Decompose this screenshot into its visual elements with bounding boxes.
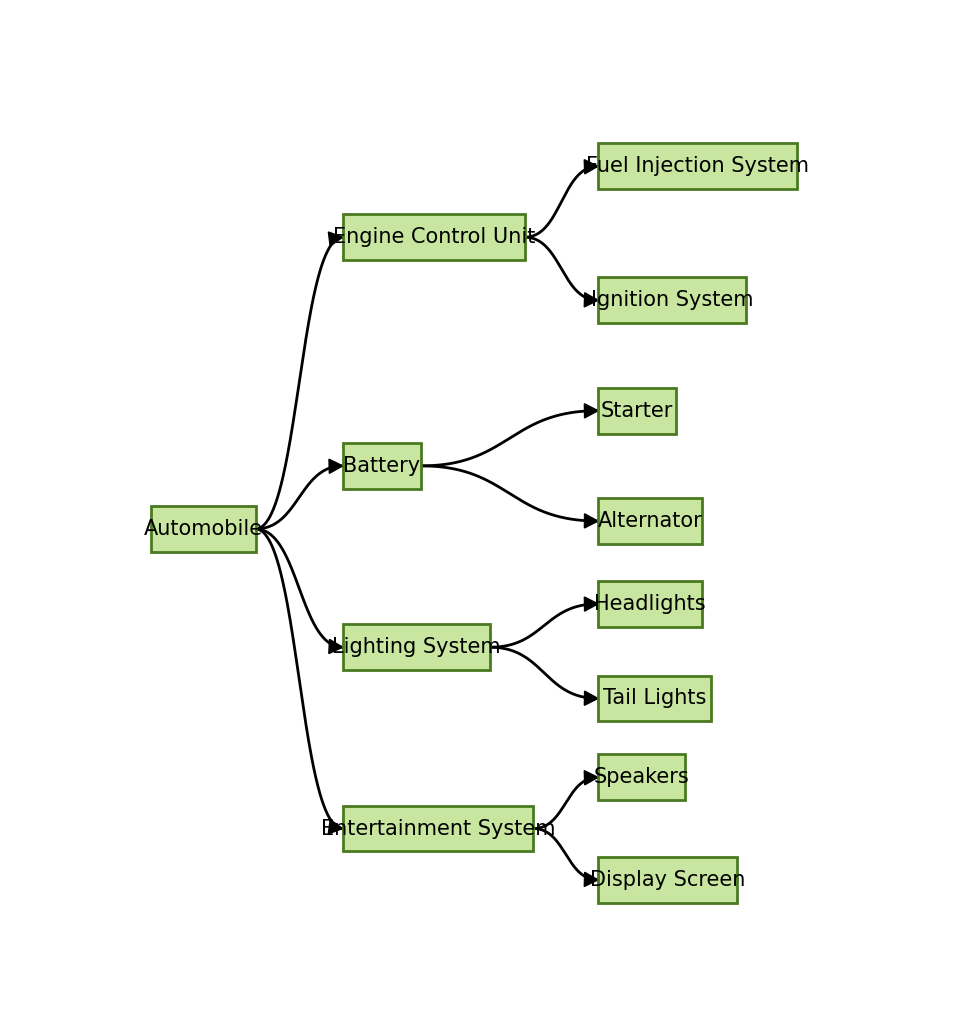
FancyBboxPatch shape <box>598 581 703 627</box>
Polygon shape <box>328 232 343 246</box>
Text: Fuel Injection System: Fuel Injection System <box>586 157 809 176</box>
Text: Automobile: Automobile <box>143 519 263 539</box>
Polygon shape <box>584 160 598 174</box>
Text: Alternator: Alternator <box>598 511 703 531</box>
Text: Starter: Starter <box>601 400 673 421</box>
FancyBboxPatch shape <box>343 214 525 260</box>
FancyBboxPatch shape <box>343 625 490 670</box>
Text: Speakers: Speakers <box>594 767 689 787</box>
Text: Headlights: Headlights <box>594 594 706 613</box>
Polygon shape <box>328 639 343 653</box>
FancyBboxPatch shape <box>343 443 422 488</box>
FancyBboxPatch shape <box>598 143 797 189</box>
Text: Battery: Battery <box>343 456 421 476</box>
FancyBboxPatch shape <box>343 806 533 851</box>
Text: Ignition System: Ignition System <box>590 290 753 310</box>
Polygon shape <box>584 293 598 307</box>
Polygon shape <box>584 872 598 887</box>
Polygon shape <box>584 597 598 611</box>
FancyBboxPatch shape <box>598 676 711 721</box>
FancyBboxPatch shape <box>598 278 745 324</box>
FancyBboxPatch shape <box>151 506 256 552</box>
Polygon shape <box>328 459 343 473</box>
FancyBboxPatch shape <box>598 857 737 903</box>
Text: Tail Lights: Tail Lights <box>603 688 706 709</box>
Text: Engine Control Unit: Engine Control Unit <box>332 227 535 247</box>
Polygon shape <box>328 819 343 834</box>
FancyBboxPatch shape <box>598 755 685 800</box>
Polygon shape <box>584 514 598 528</box>
FancyBboxPatch shape <box>598 388 676 433</box>
Polygon shape <box>584 771 598 784</box>
Polygon shape <box>584 691 598 706</box>
Text: Lighting System: Lighting System <box>332 637 501 657</box>
Text: Display Screen: Display Screen <box>590 869 745 890</box>
FancyBboxPatch shape <box>598 499 703 544</box>
Text: Entertainment System: Entertainment System <box>321 818 555 839</box>
Polygon shape <box>584 403 598 418</box>
